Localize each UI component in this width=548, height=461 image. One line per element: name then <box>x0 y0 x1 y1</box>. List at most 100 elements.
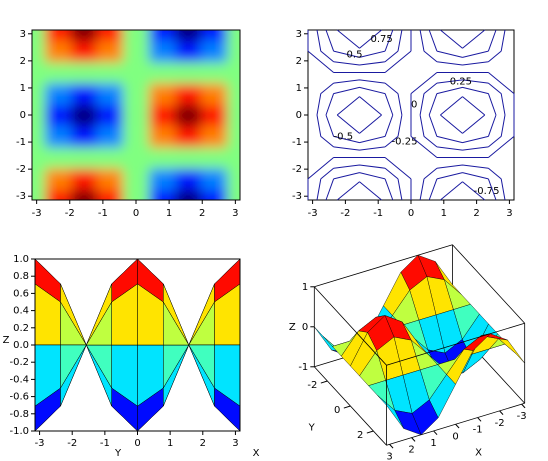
y-tick-label: 3 <box>296 29 302 40</box>
heatmap-cell <box>96 83 124 105</box>
heatmap-cell <box>44 168 72 190</box>
x-tick-label: 3 <box>506 208 512 219</box>
y-tick-label: 0 <box>334 405 340 416</box>
x-tick-label: -2 <box>65 208 75 219</box>
heatmap-cell <box>44 83 72 105</box>
y-axis-label: Z <box>3 335 10 346</box>
x-tick-label: 2 <box>473 208 479 219</box>
heatmap-cell <box>32 83 46 105</box>
x-tick <box>455 423 460 429</box>
heatmap-cell <box>201 168 228 190</box>
heatmap-cell <box>122 104 150 127</box>
heatmap-cell <box>227 30 240 42</box>
heatmap-cell <box>32 30 46 42</box>
heatmap-cell <box>32 104 46 127</box>
y-tick <box>366 430 374 434</box>
y-tick-label: -2 <box>292 164 302 175</box>
heatmap-cell <box>32 125 46 148</box>
heatmap-cell <box>70 40 98 63</box>
box-edge <box>314 244 453 288</box>
contour-line <box>307 30 515 200</box>
heatmap-cell <box>227 189 240 200</box>
y-tick-label: 0.2 <box>13 323 29 334</box>
y-tick <box>343 405 351 409</box>
y-tick-label: -0.6 <box>9 392 29 403</box>
heatmap-cell <box>149 125 176 148</box>
x-tick-label: 3 <box>386 451 392 461</box>
heatmap-cell <box>227 146 240 169</box>
heatmap-cell <box>149 146 176 169</box>
heatmap-cell <box>122 168 150 190</box>
x-tick-label: 1 <box>430 438 436 449</box>
contour-label: 0.5 <box>347 49 363 60</box>
heatmap-cell <box>32 61 46 84</box>
heatmap-cell <box>227 125 240 148</box>
x-tick-label: 0 <box>134 438 140 449</box>
heatmap-cell <box>96 30 124 42</box>
heatmap-cells <box>32 30 240 200</box>
heatmap-cell <box>122 61 150 84</box>
heatmap-cell <box>70 146 98 169</box>
heatmap-cell <box>175 168 202 190</box>
heatmap-cell <box>149 189 176 200</box>
x-tick-label: 0 <box>408 208 414 219</box>
x-tick <box>499 410 504 415</box>
heatmap-cell <box>70 125 98 148</box>
heatmap-cell <box>96 61 124 84</box>
heatmap-cell <box>149 104 176 127</box>
x-tick-label: -2 <box>67 438 77 449</box>
box-edge <box>452 244 525 324</box>
contour-label: -0.25 <box>392 137 418 148</box>
heatmap-cell <box>96 146 124 169</box>
surface-patch <box>163 301 190 346</box>
y-tick-label: -2 <box>16 164 26 175</box>
contour-line <box>316 29 506 201</box>
heatmap-cell <box>32 168 46 190</box>
y-axis-label: Y <box>308 422 316 433</box>
y-tick-label: 2 <box>20 56 26 67</box>
surface-patch <box>60 301 87 346</box>
contour-label: -0.75 <box>474 186 500 197</box>
y-tick-label: -0.4 <box>9 374 29 385</box>
z-tick-label: 0 <box>302 322 308 333</box>
heatmap-cell <box>175 104 202 127</box>
x-tick-label: -3 <box>308 208 318 219</box>
heatmap-cell <box>149 83 176 105</box>
y-tick-label: 3 <box>20 29 26 40</box>
x-tick-label: 3 <box>232 208 238 219</box>
heatmap-cell <box>70 168 98 190</box>
x-tick-label: -3 <box>517 411 527 422</box>
heatmap-cell <box>201 83 228 105</box>
surface-patch <box>85 301 112 346</box>
x-tick-label: -1 <box>98 208 108 219</box>
heatmap-cell <box>96 189 124 200</box>
y-tick-label: -1 <box>292 137 302 148</box>
x-tick-label: 1 <box>167 438 173 449</box>
heatmap-cell <box>201 30 228 42</box>
surface-patch <box>85 344 112 389</box>
heatmap-cell <box>175 30 202 42</box>
y-tick-label: 0.0 <box>13 340 29 351</box>
heatmap-cell <box>149 168 176 190</box>
x-axis-label: X <box>475 448 482 459</box>
y-tick-label: 2 <box>296 56 302 67</box>
heatmap-cell <box>32 40 46 63</box>
contour-line <box>336 29 486 201</box>
heatmap-cell <box>96 168 124 190</box>
heatmap-cell <box>32 146 46 169</box>
heatmap-cell <box>201 125 228 148</box>
y-tick-label: -1 <box>16 137 26 148</box>
x-tick-label: 2 <box>200 438 206 449</box>
heatmap-cell <box>149 40 176 63</box>
y-tick-label: 1.0 <box>13 254 29 265</box>
x-tick-label: -3 <box>32 208 42 219</box>
heatmap-cell <box>44 189 72 200</box>
heatmap-cell <box>201 104 228 127</box>
heatmap-cell <box>96 104 124 127</box>
heatmap-cell <box>44 146 72 169</box>
heatmap-cell <box>44 30 72 42</box>
heatmap-cell <box>70 104 98 127</box>
depth-axis-label: X <box>253 448 260 459</box>
